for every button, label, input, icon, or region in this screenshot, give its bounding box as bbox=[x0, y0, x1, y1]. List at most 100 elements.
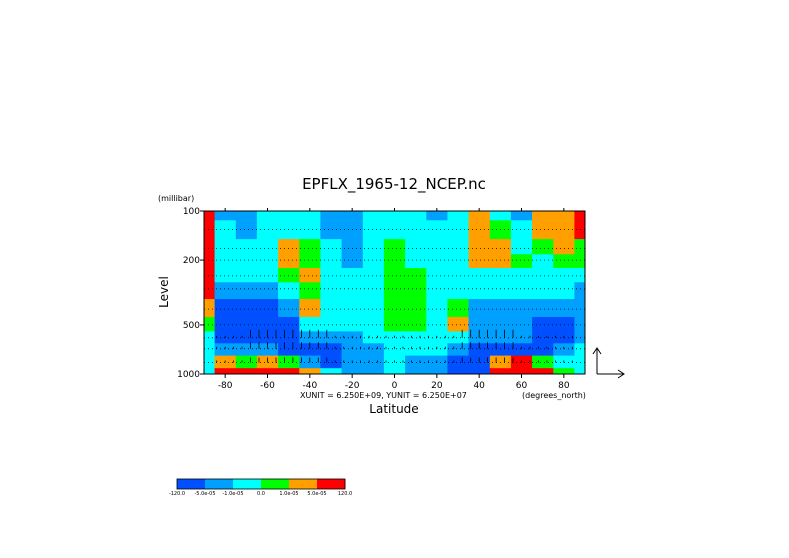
field-cell bbox=[532, 317, 554, 332]
field-cell bbox=[510, 268, 533, 283]
field-cell bbox=[278, 211, 300, 221]
field-cell bbox=[204, 343, 216, 357]
field-cell bbox=[320, 254, 343, 269]
field-cell bbox=[468, 220, 491, 240]
field-cell bbox=[278, 254, 300, 269]
field-cell bbox=[383, 343, 406, 357]
colorbar-label: -1.0e-05 bbox=[223, 491, 244, 497]
field-cell bbox=[204, 331, 216, 344]
colorbar-swatch bbox=[261, 479, 290, 489]
field-cell bbox=[362, 282, 385, 300]
field-cell bbox=[447, 343, 470, 357]
field-cell bbox=[383, 220, 406, 240]
field-cell bbox=[553, 211, 576, 221]
field-cell bbox=[320, 268, 343, 283]
y-tick-label: 1000 bbox=[177, 370, 200, 380]
field-cell bbox=[510, 220, 533, 240]
field-cell bbox=[320, 239, 343, 255]
field-cell bbox=[362, 254, 385, 269]
field-cell bbox=[235, 239, 258, 255]
field-cell bbox=[383, 211, 406, 221]
field-cell bbox=[489, 299, 512, 318]
x-tick-label: 0 bbox=[392, 381, 398, 391]
field-cell bbox=[278, 368, 300, 374]
field-cell bbox=[341, 239, 364, 255]
x-tick-label: 80 bbox=[558, 381, 570, 391]
field-cell bbox=[214, 254, 237, 269]
x-axis-ticks: -80 -60 -40 -20 0 20 40 60 80 bbox=[218, 208, 570, 391]
field-cell bbox=[532, 282, 554, 300]
field-cell bbox=[426, 211, 449, 221]
field-cell bbox=[510, 239, 533, 255]
field-cell bbox=[447, 220, 470, 240]
field-cell bbox=[256, 254, 279, 269]
field-cell bbox=[320, 299, 343, 318]
x-units-label: (degrees_north) bbox=[522, 391, 586, 400]
field-cell bbox=[214, 317, 237, 332]
field-cell bbox=[235, 343, 258, 357]
x-tick-label: 40 bbox=[473, 381, 485, 391]
field-cell bbox=[235, 211, 258, 221]
field-cell bbox=[468, 343, 491, 357]
field-cell bbox=[362, 343, 385, 357]
field-cell bbox=[362, 268, 385, 283]
field-cell bbox=[362, 355, 385, 369]
field-cell bbox=[278, 299, 300, 318]
field-cell bbox=[278, 239, 300, 255]
x-tick-label: -20 bbox=[345, 381, 360, 391]
field-cell bbox=[426, 254, 449, 269]
field-cell bbox=[256, 268, 279, 283]
field-cell bbox=[204, 220, 216, 240]
x-axis-label: Latitude bbox=[369, 402, 418, 416]
field-cell bbox=[532, 211, 554, 221]
field-cell bbox=[574, 317, 585, 332]
field-cell bbox=[405, 239, 427, 255]
field-cell bbox=[574, 211, 585, 221]
field-cell bbox=[256, 282, 279, 300]
field-cell bbox=[489, 211, 512, 221]
field-cell bbox=[320, 368, 343, 374]
colorbar-frame bbox=[176, 478, 346, 490]
field-cell bbox=[235, 355, 258, 369]
field-cell bbox=[235, 368, 258, 374]
field-cell bbox=[553, 239, 576, 255]
field-cell bbox=[299, 368, 322, 374]
field-cell bbox=[341, 211, 364, 221]
field-cell bbox=[204, 355, 216, 369]
field-cell bbox=[574, 355, 585, 369]
field-cell bbox=[489, 239, 512, 255]
field-cell bbox=[383, 239, 406, 255]
field-cell bbox=[320, 331, 343, 344]
field-cell bbox=[383, 317, 406, 332]
y-tick-label: 500 bbox=[183, 321, 200, 331]
field-cell bbox=[405, 254, 427, 269]
field-cell bbox=[468, 317, 491, 332]
field-cell bbox=[320, 355, 343, 369]
field-cell bbox=[341, 368, 364, 374]
field-cell bbox=[235, 317, 258, 332]
field-cell bbox=[574, 239, 585, 255]
field-cell bbox=[235, 254, 258, 269]
field-cell bbox=[362, 368, 385, 374]
x-tick-label: 20 bbox=[431, 381, 443, 391]
field-cell bbox=[299, 239, 322, 255]
field-cell bbox=[235, 220, 258, 240]
field-cell bbox=[362, 317, 385, 332]
colorbar-label: 120.0 bbox=[338, 491, 352, 497]
field-cell bbox=[426, 268, 449, 283]
field-cell bbox=[256, 343, 279, 357]
field-cell bbox=[320, 317, 343, 332]
field-cell bbox=[532, 343, 554, 357]
field-cell bbox=[299, 268, 322, 283]
x-tick-label: -60 bbox=[260, 381, 275, 391]
field-cell bbox=[468, 368, 491, 374]
field-cell bbox=[383, 282, 406, 300]
field-cell bbox=[510, 211, 533, 221]
field-cell bbox=[214, 343, 237, 357]
field-cell bbox=[235, 299, 258, 318]
field-cell bbox=[426, 368, 449, 374]
reference-vector-arrows bbox=[592, 347, 625, 379]
field-cell bbox=[468, 211, 491, 221]
field-cell bbox=[426, 343, 449, 357]
field-cell bbox=[299, 317, 322, 332]
